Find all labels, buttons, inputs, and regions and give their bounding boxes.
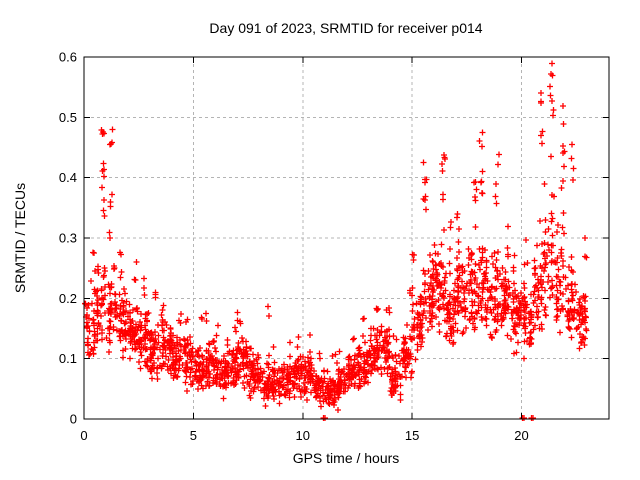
y-tick-label-0.2: 0.2: [59, 291, 77, 306]
y-tick-label-0.5: 0.5: [59, 110, 77, 125]
y-tick-label-0: 0: [70, 412, 77, 427]
grid-lines: [85, 58, 607, 418]
y-tick-label-0.6: 0.6: [59, 50, 77, 65]
x-tick-label-15: 15: [405, 428, 419, 443]
x-tick-label-10: 10: [296, 428, 310, 443]
axis-frame: [83, 56, 610, 420]
y-tick-label-0.3: 0.3: [59, 231, 77, 246]
y-axis-label: SRMTID / TECUs: [12, 183, 28, 293]
x-tick-label-20: 20: [514, 428, 528, 443]
scatter-points-path: [82, 60, 590, 421]
x-tick-label-0: 0: [80, 428, 87, 443]
x-tick-label-5: 5: [190, 428, 197, 443]
tick-labels: 0 5 10 15 20 0 0.1 0.2 0.3 0.4 0.5 0.6: [59, 50, 529, 444]
chart-title: Day 091 of 2023, SRMTID for receiver p01…: [209, 20, 482, 36]
y-tick-label-0.4: 0.4: [59, 170, 77, 185]
y-tick-label-0.1: 0.1: [59, 351, 77, 366]
grid-path: [85, 58, 607, 418]
scatter-points: [82, 60, 590, 421]
axis-ticks: [83, 56, 609, 420]
x-axis-label: GPS time / hours: [293, 450, 400, 466]
